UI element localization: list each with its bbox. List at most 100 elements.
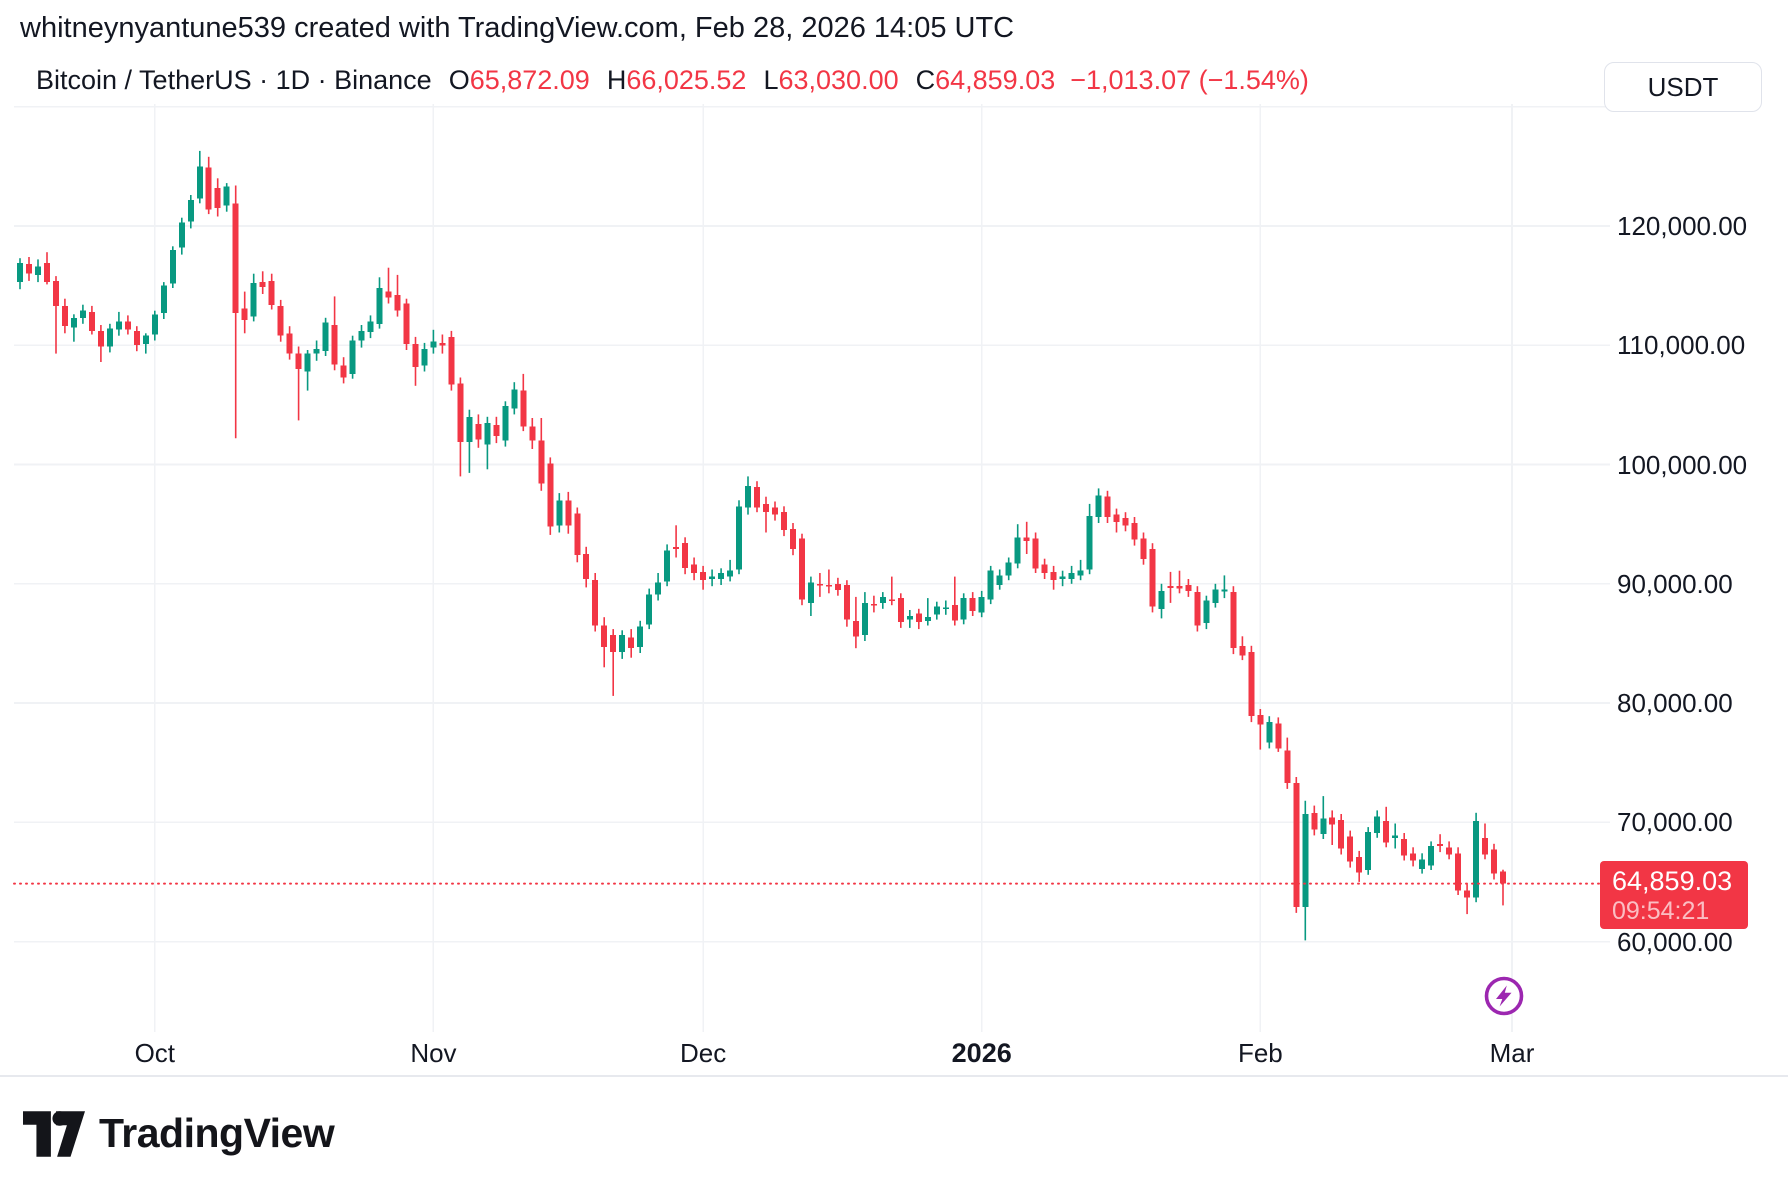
ohlc-close: C64,859.03 <box>915 65 1056 95</box>
candle-body <box>870 604 877 606</box>
candle-body <box>583 554 590 579</box>
candle-body <box>1302 814 1309 907</box>
candle-body <box>754 487 760 508</box>
candle-body <box>1095 495 1102 517</box>
candle-body <box>1365 831 1372 870</box>
ohlc-open: O65,872.09 <box>448 65 590 95</box>
candle-body <box>619 635 626 652</box>
candle-body <box>1338 819 1345 849</box>
candle-body <box>700 571 707 581</box>
candle-body <box>781 512 787 531</box>
candle-body <box>169 249 176 284</box>
candle-body <box>915 613 922 622</box>
tradingview-logo[interactable]: TradingView <box>23 1110 335 1157</box>
candle-body <box>1041 564 1048 573</box>
candle-body <box>466 416 473 442</box>
candle-body <box>115 321 122 330</box>
candle-body <box>484 422 491 445</box>
candle-body <box>1104 496 1111 517</box>
candle-body <box>1311 812 1318 830</box>
candle-body <box>97 330 104 347</box>
candle-body <box>241 308 248 321</box>
candle-body <box>1257 715 1264 725</box>
candle-body <box>1023 537 1030 541</box>
candle-body <box>493 425 500 436</box>
tradingview-wordmark: TradingView <box>99 1110 335 1156</box>
candle-body <box>1383 821 1390 843</box>
candle-body <box>1356 856 1363 873</box>
candle-body <box>304 353 311 372</box>
candle-body <box>1158 590 1165 609</box>
candle-body <box>457 383 464 442</box>
candle-body <box>718 573 725 579</box>
candle-body <box>1446 847 1453 855</box>
bar-countdown: 09:54:21 <box>1612 896 1710 925</box>
candle-body <box>610 635 617 652</box>
candle-body <box>61 305 68 327</box>
candle-body <box>1113 514 1120 522</box>
candle-body <box>142 335 149 344</box>
candle-body <box>1077 570 1084 576</box>
candle-body <box>691 564 698 573</box>
candle-body <box>88 311 95 331</box>
candle-body <box>888 599 895 601</box>
candle-body <box>214 187 221 209</box>
candle-body <box>996 575 1003 585</box>
ohlc-high: H66,025.52 <box>606 65 747 95</box>
candle-body <box>709 576 716 579</box>
candle-body <box>1014 537 1021 564</box>
candle-body <box>133 330 140 346</box>
candle-body <box>1455 853 1462 891</box>
candle-body <box>565 500 572 526</box>
candle-body <box>574 513 581 556</box>
candle-body <box>1086 515 1093 570</box>
candle-body <box>151 314 158 335</box>
candle-body <box>951 605 958 621</box>
ohlc-low: L63,030.00 <box>763 65 899 95</box>
candle-body <box>942 607 949 610</box>
candle-body <box>187 199 194 222</box>
candle-body <box>987 570 994 600</box>
candle-body <box>1068 573 1075 579</box>
candle-body <box>511 389 518 409</box>
boost-icon[interactable] <box>1482 974 1526 1018</box>
candle-body <box>79 310 86 318</box>
candle-body <box>727 570 734 577</box>
candle-body <box>843 585 850 620</box>
time-axis-border <box>0 1075 1788 1077</box>
symbol-legend[interactable]: Bitcoin / TetherUS · 1D · Binance O65,87… <box>36 60 1309 100</box>
candle-body <box>1500 871 1506 884</box>
candle-body <box>960 598 967 620</box>
candle-body <box>1239 645 1246 656</box>
candle-body <box>421 348 428 366</box>
candle-body <box>933 606 940 615</box>
currency-toggle-button[interactable]: USDT <box>1604 62 1762 112</box>
candle-body <box>897 598 904 622</box>
candle-body <box>124 321 131 330</box>
candle-body <box>295 353 302 370</box>
candle-body <box>906 616 913 620</box>
candle-body <box>1140 538 1147 559</box>
candle-body <box>250 283 257 317</box>
candle-body <box>349 340 356 374</box>
candle-body <box>1275 723 1282 749</box>
candle-body <box>1320 818 1327 835</box>
candle-body <box>1059 576 1066 579</box>
candle-body <box>852 620 859 637</box>
candle-body <box>1284 750 1291 783</box>
candle-body <box>1176 586 1183 589</box>
candle-body <box>259 282 266 287</box>
candle-body <box>277 305 284 336</box>
candle-body <box>1401 839 1408 856</box>
candle-body <box>834 583 841 590</box>
candle-body <box>1428 846 1435 866</box>
tradingview-logo-mark <box>23 1110 85 1157</box>
candle-body <box>223 186 230 206</box>
candle-body <box>448 336 455 385</box>
candle-body <box>763 503 769 513</box>
candle-body <box>286 333 293 354</box>
symbol-title[interactable]: Bitcoin / TetherUS · 1D · Binance <box>36 65 432 95</box>
candle-body <box>637 626 644 647</box>
